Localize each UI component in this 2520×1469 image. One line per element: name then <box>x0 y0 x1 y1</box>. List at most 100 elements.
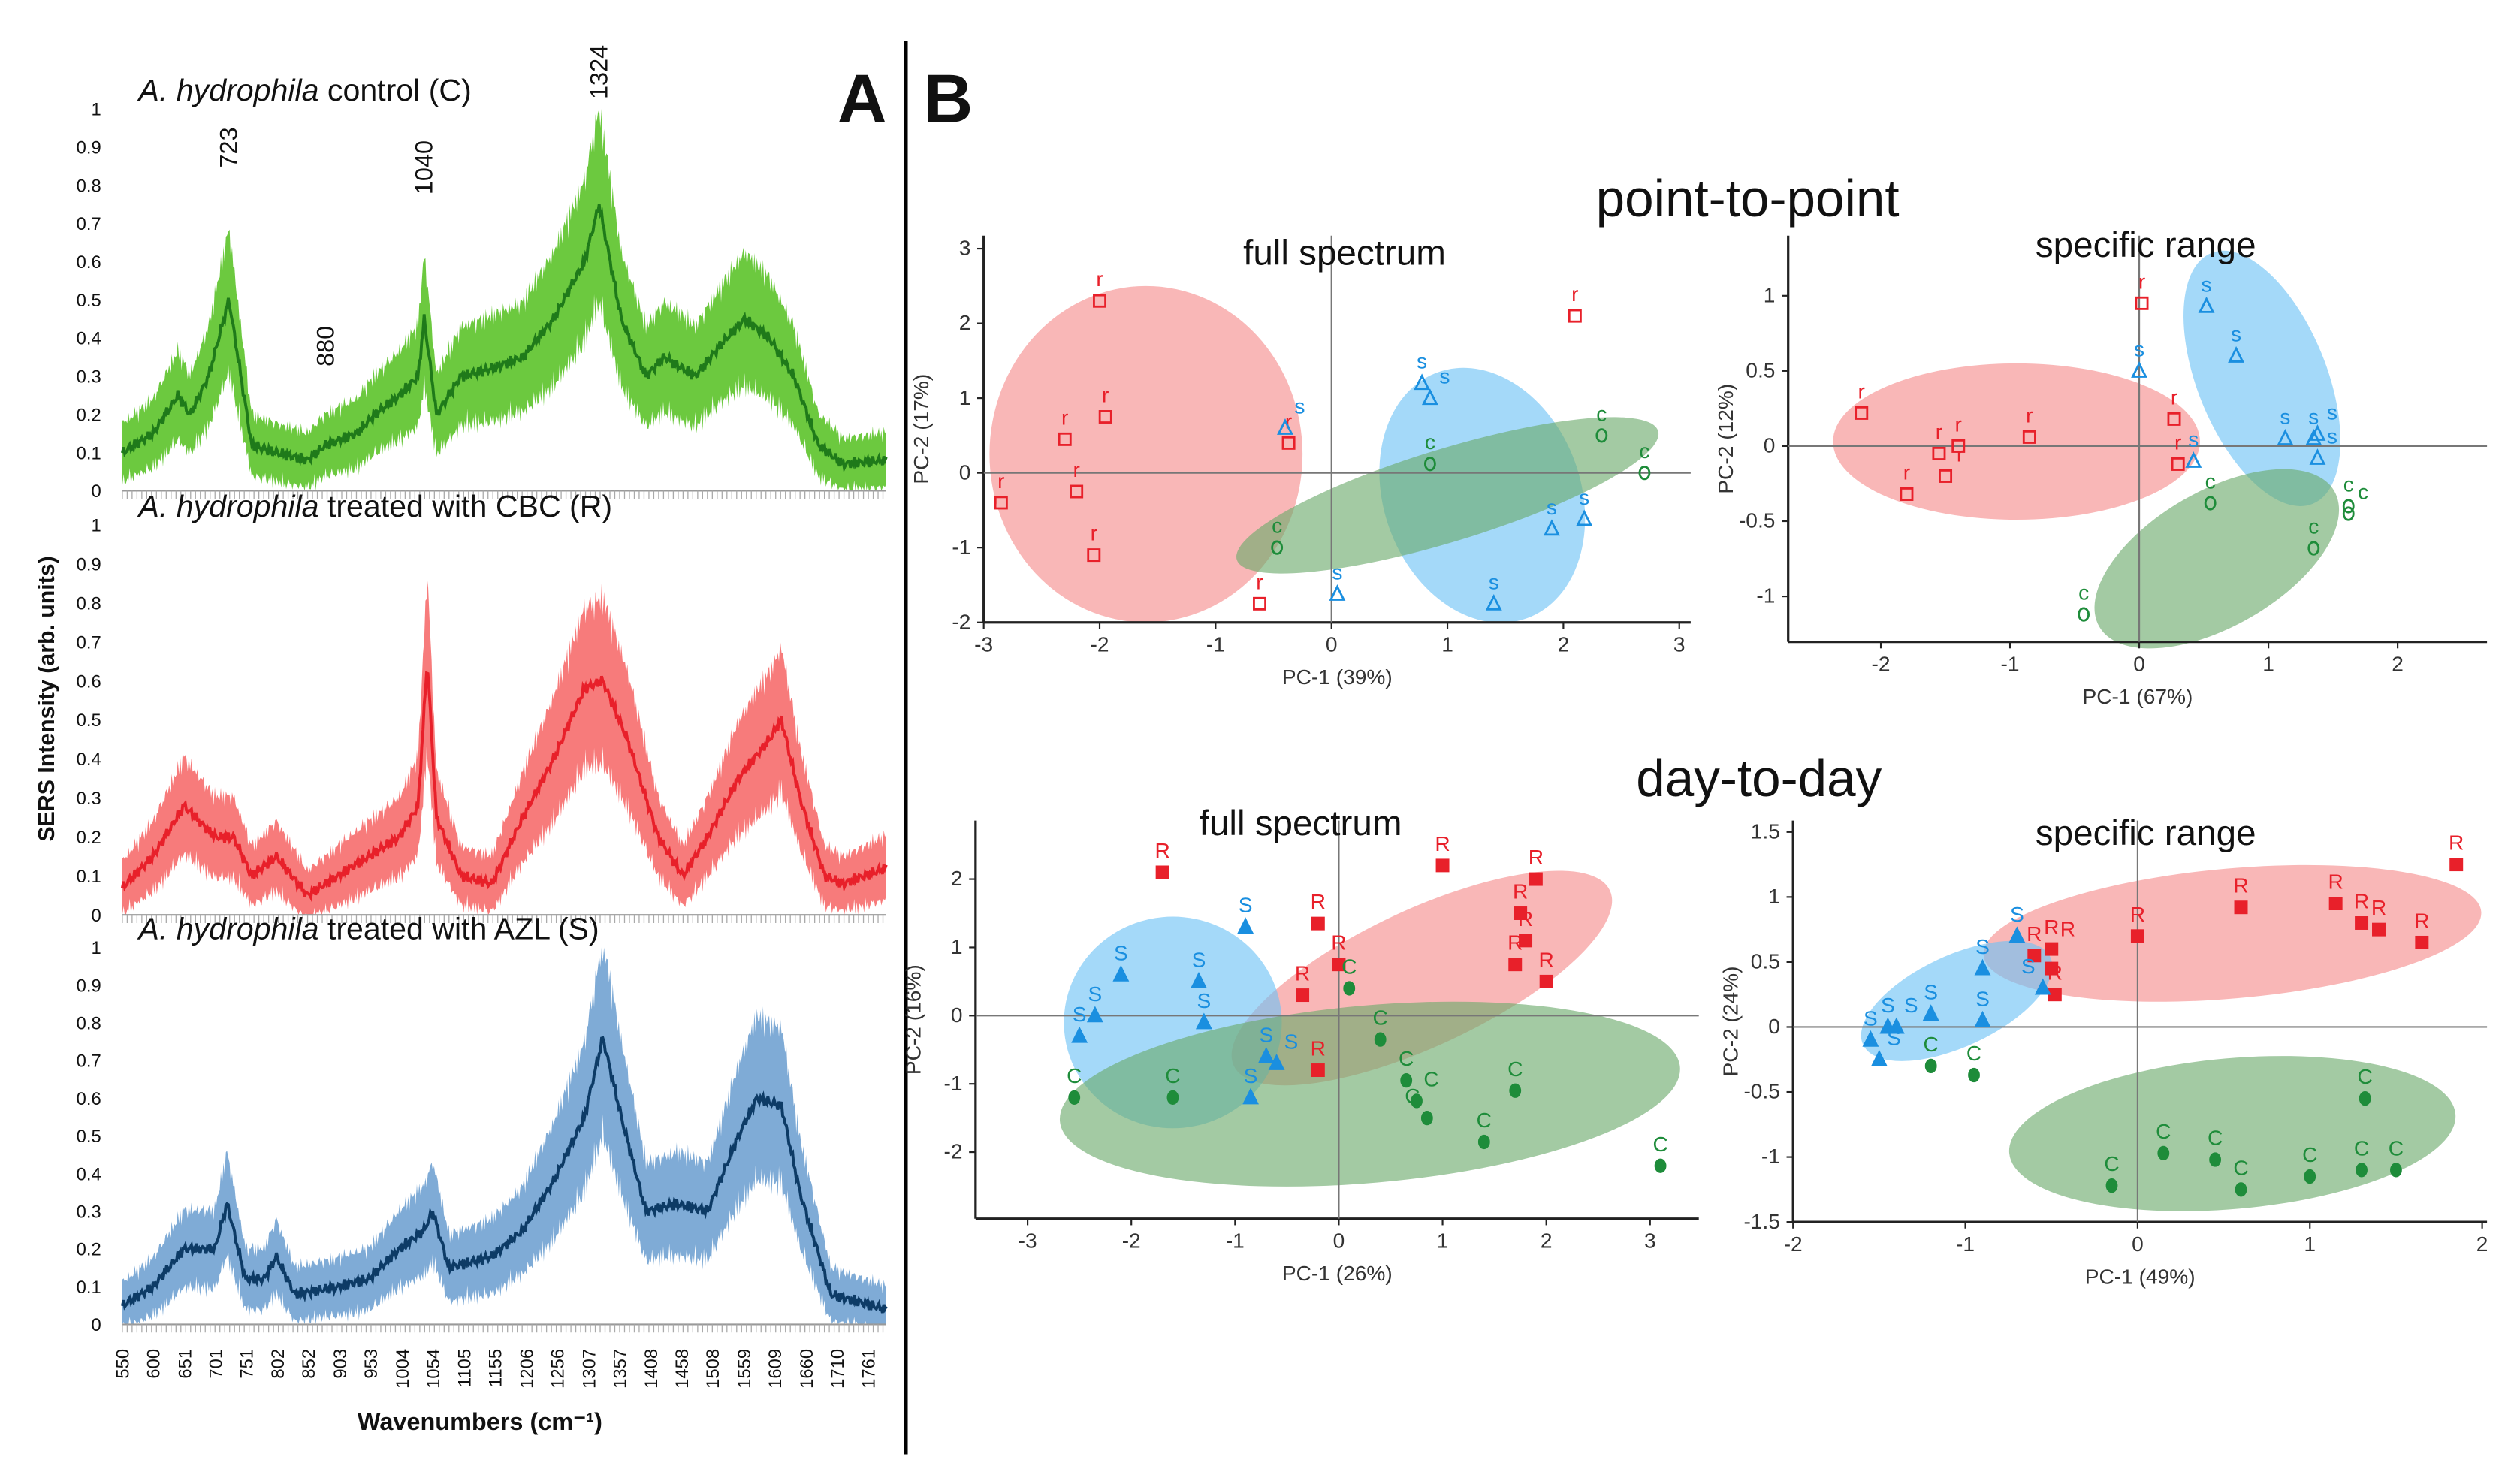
data-point-square <box>1508 958 1523 972</box>
data-point-triangle <box>1242 1087 1259 1105</box>
data-point-circle <box>1595 428 1608 443</box>
x-tick-label: 1508 <box>703 1349 723 1389</box>
y-tick-label: 1 <box>92 938 101 958</box>
title-italic: A. hydrophila <box>137 73 319 107</box>
day-to-day-heading: day-to-day <box>1636 749 1882 807</box>
data-point-square <box>2328 897 2343 911</box>
point-label: r <box>1096 267 1103 291</box>
x-tick-label: -2 <box>1091 633 1109 656</box>
x-tick-label: 0 <box>2132 1232 2144 1256</box>
point-label: R <box>1331 931 1346 955</box>
spectrum-title: A. hydrophila treated with AZL (S) <box>137 912 599 946</box>
y-tick-label: 0.9 <box>77 976 101 996</box>
x-tick-label: 1660 <box>797 1349 817 1389</box>
point-label: R <box>2414 909 2429 932</box>
data-point-triangle <box>1974 958 1991 976</box>
data-point-circle <box>1411 1093 1423 1109</box>
data-point-circle <box>2359 1091 2371 1106</box>
data-point-square <box>2135 296 2149 310</box>
point-label: R <box>2371 896 2386 919</box>
y-tick-label: 0.5 <box>1751 950 1780 973</box>
plot-title: specific range <box>2036 225 2256 265</box>
y-tick-label: 0.6 <box>77 252 101 273</box>
data-point-square <box>1514 906 1528 920</box>
y-tick-label: 1.5 <box>1751 819 1780 843</box>
x-tick-label: 1105 <box>455 1349 475 1387</box>
data-point-circle <box>2356 1163 2368 1178</box>
y-tick-label: 0 <box>1768 1015 1780 1038</box>
point-label: s <box>1547 496 1557 519</box>
data-point-square <box>2234 900 2248 915</box>
y-tick-label: -1 <box>952 535 970 559</box>
point-to-point-heading: point-to-point <box>1596 169 1900 228</box>
point-label: S <box>1114 941 1128 964</box>
point-label: r <box>1903 461 1910 484</box>
data-point-square <box>1332 958 1346 972</box>
point-label: s <box>2327 400 2337 424</box>
title-rest: treated with CBC (R) <box>318 489 612 523</box>
y-tick-label: 0.5 <box>77 710 101 731</box>
data-point-square <box>1058 432 1072 446</box>
y-tick-label: -1 <box>1756 584 1775 608</box>
title-rest: treated with AZL (S) <box>318 912 599 946</box>
point-label: R <box>1518 907 1533 931</box>
point-label: R <box>2048 961 2063 985</box>
point-label: R <box>2233 874 2248 897</box>
point-label: c <box>2205 470 2216 493</box>
x-axis-label: PC-1 (39%) <box>1282 665 1393 689</box>
point-label: S <box>1192 948 1206 971</box>
std-band-R <box>122 581 886 915</box>
point-label: C <box>1399 1047 1414 1070</box>
data-point-square <box>1311 916 1325 931</box>
point-label: S <box>1924 981 1938 1004</box>
y-tick-label: 0.5 <box>77 1127 101 1147</box>
data-point-circle <box>1654 1158 1667 1173</box>
point-label: R <box>2328 870 2343 894</box>
point-label: r <box>1102 384 1109 407</box>
data-point-triangle <box>1329 584 1346 601</box>
data-point-triangle <box>1414 373 1431 391</box>
y-axis-label: PC-2 (16%) <box>901 964 925 1075</box>
data-point-square <box>1155 865 1169 879</box>
x-axis-label: PC-1 (49%) <box>2085 1265 2196 1288</box>
point-label: S <box>1284 1030 1299 1053</box>
point-label: c <box>2078 581 2089 605</box>
point-label: s <box>2280 405 2290 428</box>
point-label: R <box>1311 1037 1326 1060</box>
point-label: C <box>2208 1127 2223 1150</box>
data-point-circle <box>1924 1058 1937 1074</box>
x-tick-label: 852 <box>299 1349 319 1379</box>
x-tick-label: -1 <box>1956 1232 1975 1256</box>
x-tick-label: 953 <box>361 1349 382 1379</box>
point-label: R <box>1435 832 1450 855</box>
y-tick-label: 0 <box>951 1003 963 1027</box>
data-point-square <box>1529 872 1543 886</box>
data-point-square <box>2171 457 2185 471</box>
point-label: c <box>1596 402 1607 425</box>
data-point-square <box>1281 436 1296 450</box>
y-axis-label-spectra: SERS Intensity (arb. units) <box>35 556 59 841</box>
data-point-circle <box>1343 981 1356 996</box>
data-point-triangle <box>1086 1006 1103 1023</box>
data-point-square <box>1519 934 1533 948</box>
y-tick-label: 0.5 <box>77 291 101 311</box>
y-tick-label: -0.5 <box>1739 509 1775 532</box>
point-label: s <box>2231 322 2241 345</box>
data-point-square <box>994 496 1008 510</box>
x-tick-label: 0 <box>1326 633 1338 656</box>
point-label: c <box>2358 481 2368 504</box>
point-label: S <box>1975 987 1990 1010</box>
x-tick-label: 1 <box>1437 1229 1449 1253</box>
point-label: C <box>2104 1152 2119 1175</box>
point-label: r <box>2174 430 2181 454</box>
y-tick-label: -2 <box>944 1140 963 1163</box>
point-label: S <box>1904 994 1918 1017</box>
point-label: R <box>2354 890 2369 913</box>
data-point-triangle <box>1257 1046 1275 1063</box>
point-label: R <box>1507 931 1523 955</box>
data-point-circle <box>1068 1090 1081 1106</box>
point-label: s <box>1294 394 1305 418</box>
confidence-ellipse-C <box>2008 1056 2456 1211</box>
data-point-circle <box>1420 1111 1433 1126</box>
